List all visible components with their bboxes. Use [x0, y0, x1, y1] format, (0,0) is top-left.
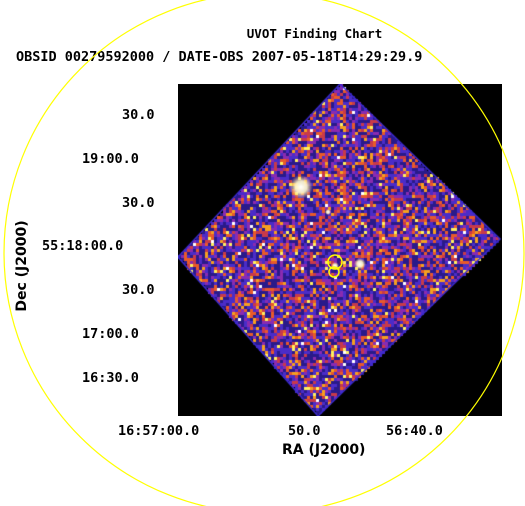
- image-frame: [178, 84, 502, 416]
- y-tick-label: 30.0: [122, 195, 155, 211]
- y-axis-label: Dec (J2000): [14, 220, 30, 312]
- chart-title: UVOT Finding Chart: [246, 26, 383, 41]
- y-tick-label: 30.0: [122, 107, 155, 123]
- y-tick-label: 55:18:00.0: [42, 238, 124, 254]
- y-tick-label: 17:00.0: [82, 326, 139, 342]
- x-tick-label: 16:57:00.0: [118, 423, 200, 439]
- y-tick-label: 30.0: [122, 282, 155, 298]
- uvot-image: [178, 84, 502, 416]
- x-axis-label: RA (J2000): [282, 442, 366, 458]
- x-tick-label: 56:40.0: [386, 423, 443, 439]
- x-tick-label: 50.0: [288, 423, 321, 439]
- y-tick-label: 19:00.0: [82, 151, 139, 167]
- y-tick-label: 16:30.0: [82, 370, 139, 386]
- chart-subtitle: OBSID 00279592000 / DATE-OBS 2007-05-18T…: [16, 49, 423, 65]
